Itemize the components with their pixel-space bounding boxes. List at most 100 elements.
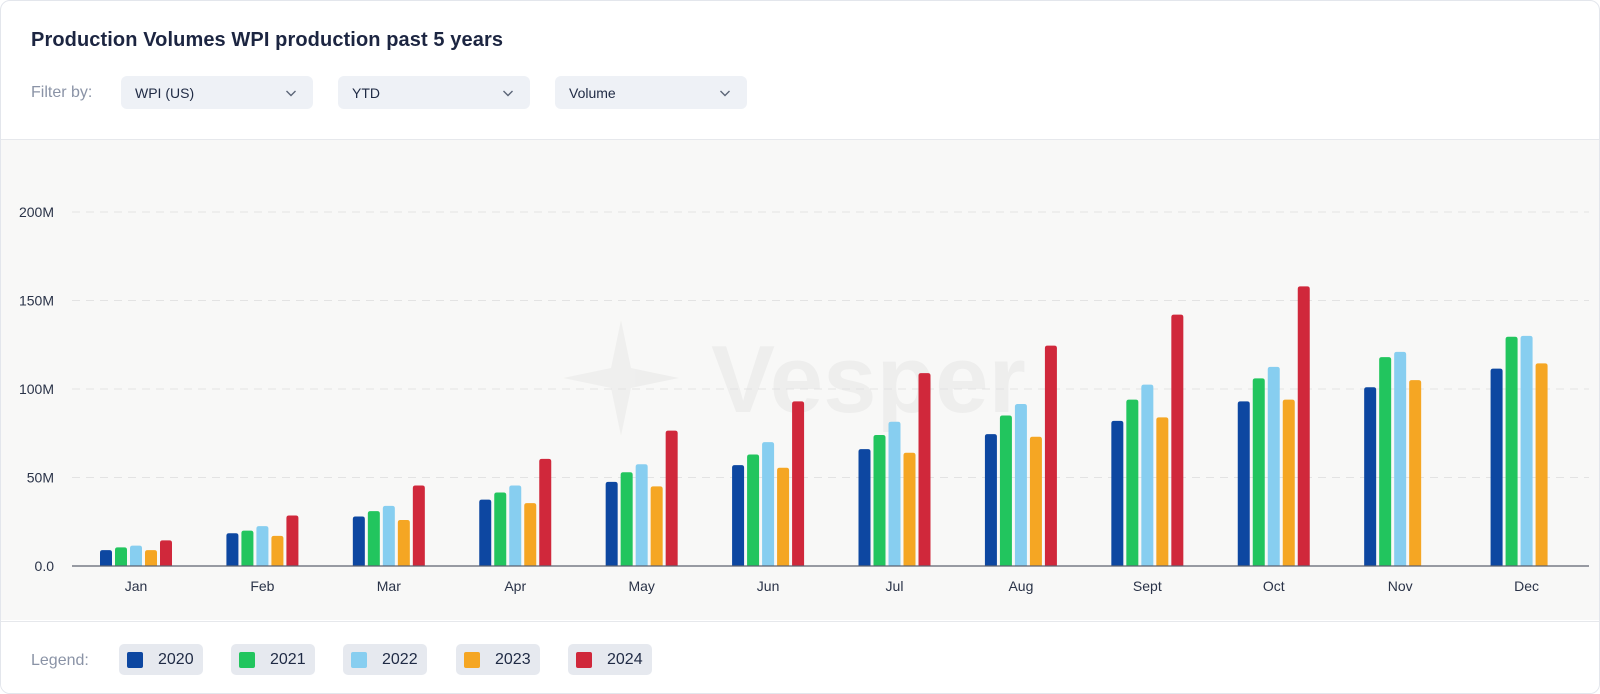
- bar-2021-Mar: [367, 511, 380, 566]
- bar-2020-Dec: [1490, 368, 1503, 566]
- x-tick-label: Dec: [1514, 578, 1539, 594]
- legend-swatch: [351, 652, 367, 668]
- bar-2024-Feb: [286, 515, 299, 566]
- chevron-down-icon: [286, 90, 296, 97]
- bar-2020-Jul: [858, 449, 871, 566]
- bar-2023-May: [650, 486, 663, 566]
- bar-2022-Mar: [382, 505, 395, 566]
- bar-2023-Feb: [271, 535, 284, 566]
- bar-2021-Jun: [747, 454, 760, 566]
- bar-2021-Nov: [1379, 357, 1392, 566]
- y-tick-label: 200M: [19, 204, 54, 220]
- bar-2021-Oct: [1252, 378, 1265, 566]
- chevron-down-icon: [720, 90, 730, 97]
- bar-2023-Oct: [1282, 399, 1295, 566]
- legend-label: Legend:: [31, 652, 89, 669]
- x-tick-label: May: [628, 578, 654, 594]
- x-tick-label: Oct: [1263, 578, 1285, 594]
- bar-2020-Jun: [732, 465, 745, 566]
- x-tick-label: Aug: [1008, 578, 1033, 594]
- chart-title: Production Volumes WPI production past 5…: [31, 29, 504, 51]
- bar-2020-Jan: [100, 550, 112, 566]
- period-select-value: YTD: [352, 85, 380, 101]
- bar-2022-Nov: [1394, 351, 1407, 566]
- y-tick-label: 50M: [27, 470, 54, 486]
- bar-2022-Sept: [1141, 384, 1154, 566]
- legend-item-label: 2024: [607, 651, 643, 668]
- y-tick-label: 150M: [19, 293, 54, 309]
- bar-2024-Jun: [792, 401, 805, 566]
- legend-item-2022[interactable]: 2022: [343, 644, 427, 675]
- bar-2024-Oct: [1297, 286, 1310, 566]
- bar-2022-Jul: [888, 421, 901, 566]
- filter-label: Filter by:: [31, 84, 93, 101]
- legend-item-label: 2022: [382, 651, 418, 668]
- bar-2021-Jan: [115, 547, 127, 566]
- bar-2020-Nov: [1364, 387, 1377, 566]
- bar-2020-Mar: [352, 516, 365, 566]
- bar-2022-Dec: [1520, 335, 1533, 566]
- bar-2024-Mar: [412, 485, 425, 566]
- bar-2022-Oct: [1267, 366, 1280, 566]
- bar-2021-Aug: [999, 415, 1012, 566]
- legend-item-label: 2023: [495, 651, 531, 668]
- y-tick-label: 100M: [19, 381, 54, 397]
- x-tick-label: Jan: [125, 578, 148, 594]
- bar-2021-Jul: [873, 435, 886, 566]
- plot-area: Vesper 0.0 50M 100M 150M 200M Jan Feb Mar Apr May…: [1, 140, 1599, 620]
- bar-2023-Mar: [397, 519, 410, 566]
- x-tick-label: Sept: [1133, 578, 1162, 594]
- bar-2022-Jan: [130, 545, 142, 566]
- bar-2024-May: [665, 430, 678, 566]
- bar-2021-Sept: [1126, 399, 1139, 566]
- bar-2020-Sept: [1111, 420, 1124, 566]
- legend-swatch: [127, 652, 143, 668]
- x-tick-label: Apr: [504, 578, 526, 594]
- bar-2023-Aug: [1029, 436, 1042, 566]
- bar-2023-Dec: [1535, 363, 1548, 566]
- metric-select-value: Volume: [569, 85, 616, 101]
- region-select[interactable]: WPI (US): [121, 76, 313, 109]
- x-tick-label: Nov: [1388, 578, 1413, 594]
- x-tick-label: Jul: [886, 578, 904, 594]
- bar-2024-Sept: [1171, 314, 1184, 566]
- x-tick-label: Jun: [757, 578, 780, 594]
- bar-2022-May: [635, 464, 648, 566]
- legend-item-2020[interactable]: 2020: [119, 644, 203, 675]
- legend-item-2021[interactable]: 2021: [231, 644, 315, 675]
- bar-2021-Dec: [1505, 336, 1518, 566]
- bar-2023-Apr: [524, 503, 537, 566]
- bar-2023-Nov: [1409, 380, 1422, 566]
- legend-swatch: [239, 652, 255, 668]
- legend-item-2024[interactable]: 2024: [568, 644, 652, 675]
- legend-item-label: 2021: [270, 651, 306, 668]
- bar-2020-Apr: [479, 499, 492, 566]
- legend: Legend: 2020 2021 2022 2023 2024: [1, 621, 1599, 693]
- metric-select[interactable]: Volume: [555, 76, 747, 109]
- bar-2022-Apr: [509, 485, 522, 566]
- bar-2023-Jun: [777, 467, 790, 566]
- bar-2021-Apr: [494, 492, 507, 566]
- bar-2023-Jul: [903, 452, 916, 566]
- watermark-text: Vesper: [711, 326, 1026, 433]
- chart-header: Production Volumes WPI production past 5…: [1, 1, 1599, 140]
- bar-2024-Apr: [539, 458, 552, 566]
- bar-2023-Jan: [145, 550, 157, 566]
- bar-2020-Feb: [226, 533, 239, 566]
- bar-2020-Aug: [984, 434, 997, 566]
- legend-item-label: 2020: [158, 651, 194, 668]
- legend-swatch: [576, 652, 592, 668]
- chevron-down-icon: [503, 90, 513, 97]
- bar-2023-Sept: [1156, 417, 1169, 566]
- x-tick-label: Feb: [250, 578, 274, 594]
- legend-item-2023[interactable]: 2023: [456, 644, 540, 675]
- bar-2020-May: [605, 481, 618, 566]
- bar-2022-Feb: [256, 526, 269, 566]
- bar-2022-Aug: [1014, 404, 1027, 566]
- period-select[interactable]: YTD: [338, 76, 530, 109]
- y-tick-label: 0.0: [35, 558, 55, 574]
- legend-swatch: [464, 652, 480, 668]
- bar-2022-Jun: [762, 442, 775, 566]
- region-select-value: WPI (US): [135, 85, 195, 101]
